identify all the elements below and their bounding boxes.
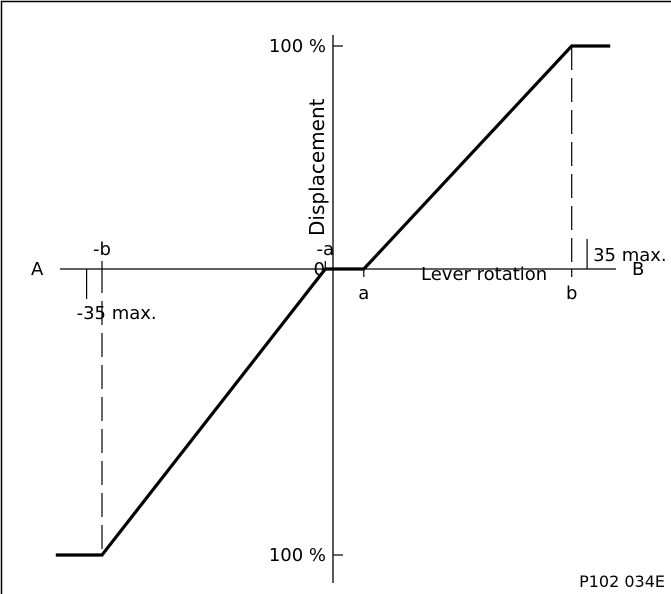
axis-end-label-right: B [632, 259, 644, 280]
limit-label: 35 max. [593, 245, 667, 266]
chart-marks: -b -a a b -35 max. 35 max. [55, 44, 667, 557]
x-mark-label: -a [317, 239, 335, 260]
figure-code: P102 034E [579, 572, 665, 591]
y-tick-label-bottom: 100 % [269, 545, 326, 566]
x-mark-label: b [566, 283, 577, 304]
x-axis-title: Lever rotation [421, 264, 547, 285]
y-tick-label-top: 100 % [269, 36, 326, 57]
origin-label: 0 [314, 259, 325, 280]
x-mark-label: -b [93, 239, 111, 260]
series-line [55, 44, 611, 557]
axis-end-label-left: A [31, 259, 44, 280]
y-axis-title: Displacement [305, 98, 329, 236]
x-mark-label: a [358, 283, 369, 304]
limit-label: -35 max. [77, 303, 157, 324]
